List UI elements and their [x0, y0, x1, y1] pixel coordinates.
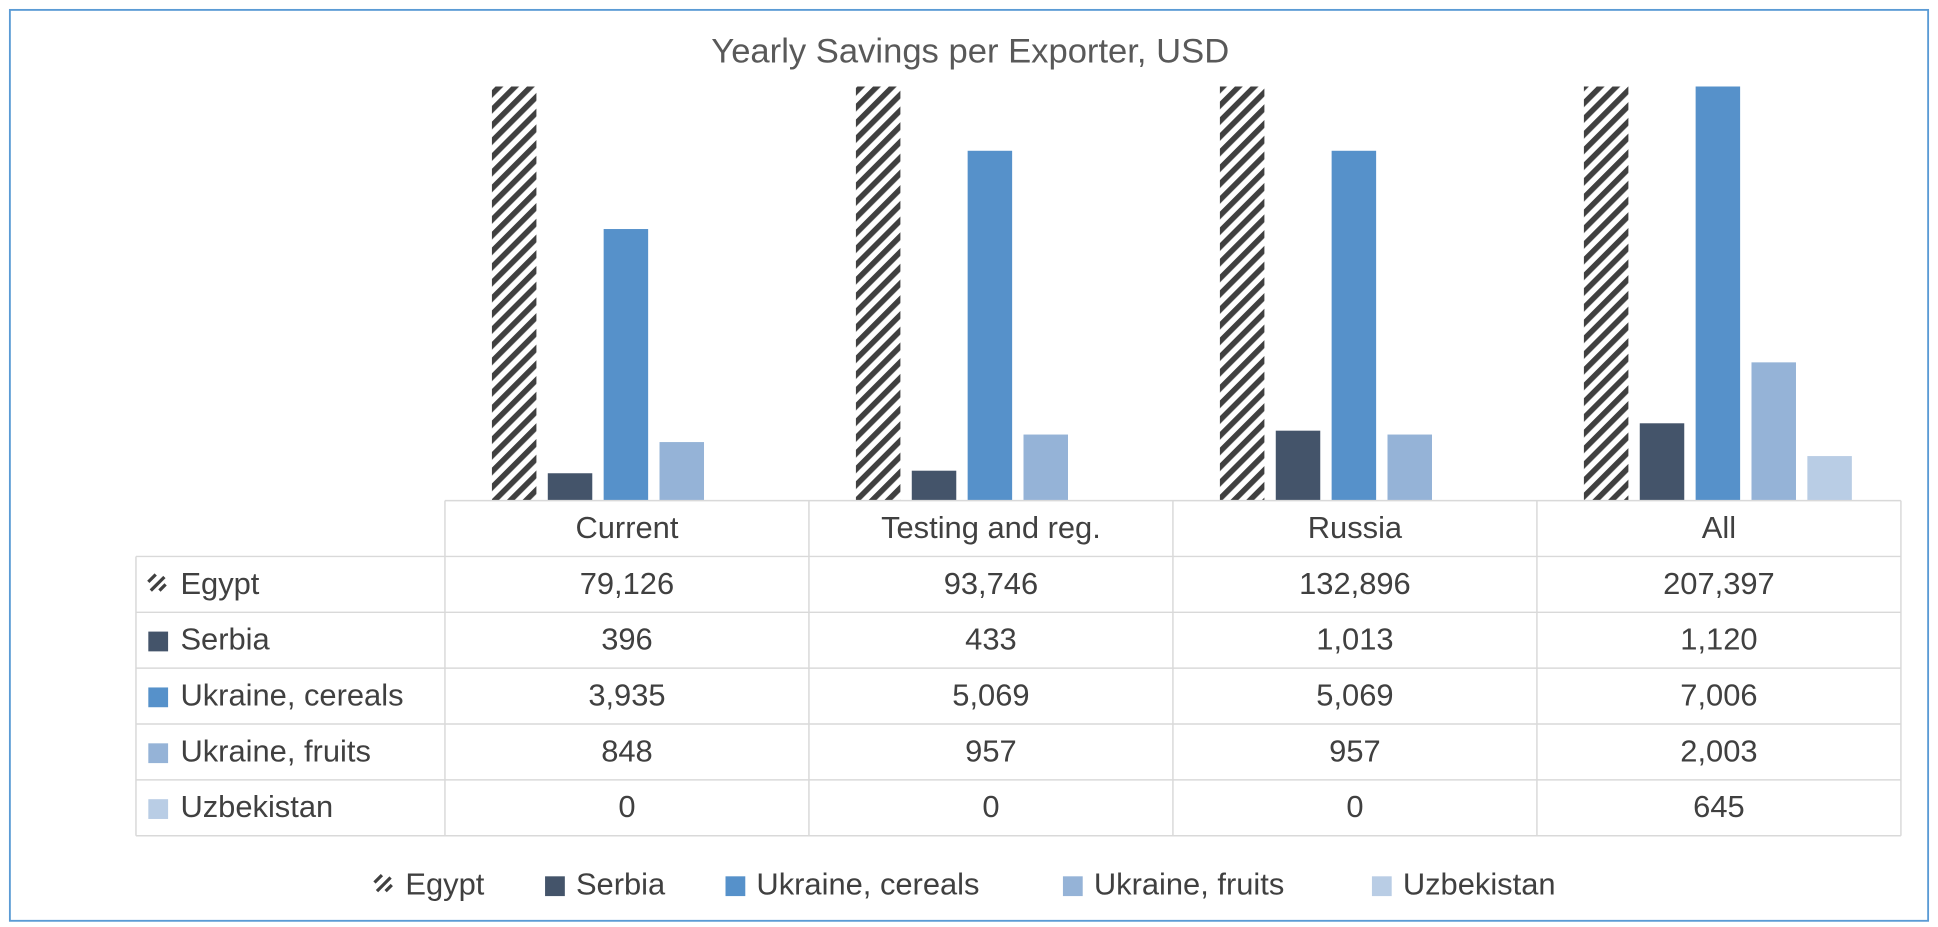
table-cell: 93,746 [944, 566, 1038, 601]
table-header: All [1702, 510, 1736, 545]
table-cell: 645 [1693, 789, 1745, 824]
table-cell: 7,006 [1680, 678, 1757, 713]
table-cell: 3,935 [588, 678, 665, 713]
legend-label: Ukraine, cereals [756, 866, 979, 901]
table-cell: 433 [965, 622, 1017, 657]
table-cell: 0 [1346, 789, 1363, 824]
bar [1331, 150, 1377, 501]
table-legend-key [147, 573, 167, 592]
table-cell: 848 [601, 733, 653, 768]
bar [1807, 456, 1852, 501]
bar [1275, 430, 1321, 501]
bar [1639, 423, 1685, 501]
table-legend-key [148, 743, 169, 764]
table-cell: 132,896 [1299, 566, 1411, 601]
table-legend-key [148, 687, 169, 708]
table-row-label: Serbia [180, 622, 270, 657]
legend-key [1062, 876, 1083, 897]
table-row-label: Egypt [180, 566, 259, 601]
bar [855, 86, 901, 501]
legend-label: Uzbekistan [1403, 866, 1556, 901]
table-header: Current [575, 510, 678, 545]
bar [1023, 434, 1069, 501]
legend-label: Ukraine, fruits [1094, 866, 1284, 901]
table-header: Testing and reg. [881, 510, 1101, 545]
table-cell: 79,126 [580, 566, 674, 601]
legend-key [725, 876, 746, 897]
bar [547, 473, 593, 501]
table-cell: 1,013 [1316, 622, 1393, 657]
bar [603, 229, 649, 501]
plot-area [491, 86, 1852, 501]
table-cell: 1,120 [1680, 622, 1757, 657]
table-row-label: Ukraine, fruits [180, 733, 370, 768]
bar [1219, 86, 1265, 501]
bar [1583, 86, 1629, 501]
bar [659, 442, 705, 501]
chart-title: Yearly Savings per Exporter, USD [711, 32, 1229, 70]
bar [491, 86, 537, 501]
table-cell: 5,069 [952, 678, 1029, 713]
bar [911, 470, 957, 501]
table-cell: 957 [965, 733, 1017, 768]
table-cell: 5,069 [1316, 678, 1393, 713]
table-legend-key [148, 631, 169, 652]
table-legend-key [148, 799, 169, 819]
bar [1751, 362, 1796, 501]
bar [967, 150, 1013, 501]
table-cell: 207,397 [1663, 566, 1775, 601]
legend-key [545, 876, 565, 897]
table-row-label: Ukraine, cereals [180, 678, 403, 713]
bar [1387, 434, 1432, 501]
table-row-label: Uzbekistan [180, 789, 333, 824]
table-cell: 0 [982, 789, 999, 824]
legend-key [1371, 876, 1392, 897]
table-cell: 396 [601, 622, 653, 657]
legend-label: Egypt [405, 866, 484, 901]
table-cell: 2,003 [1680, 733, 1757, 768]
legend-key [373, 873, 393, 893]
table-header: Russia [1308, 510, 1403, 545]
table-cell: 0 [618, 789, 635, 824]
bar [1695, 86, 1741, 501]
table-cell: 957 [1329, 733, 1381, 768]
legend-label: Serbia [576, 866, 666, 901]
